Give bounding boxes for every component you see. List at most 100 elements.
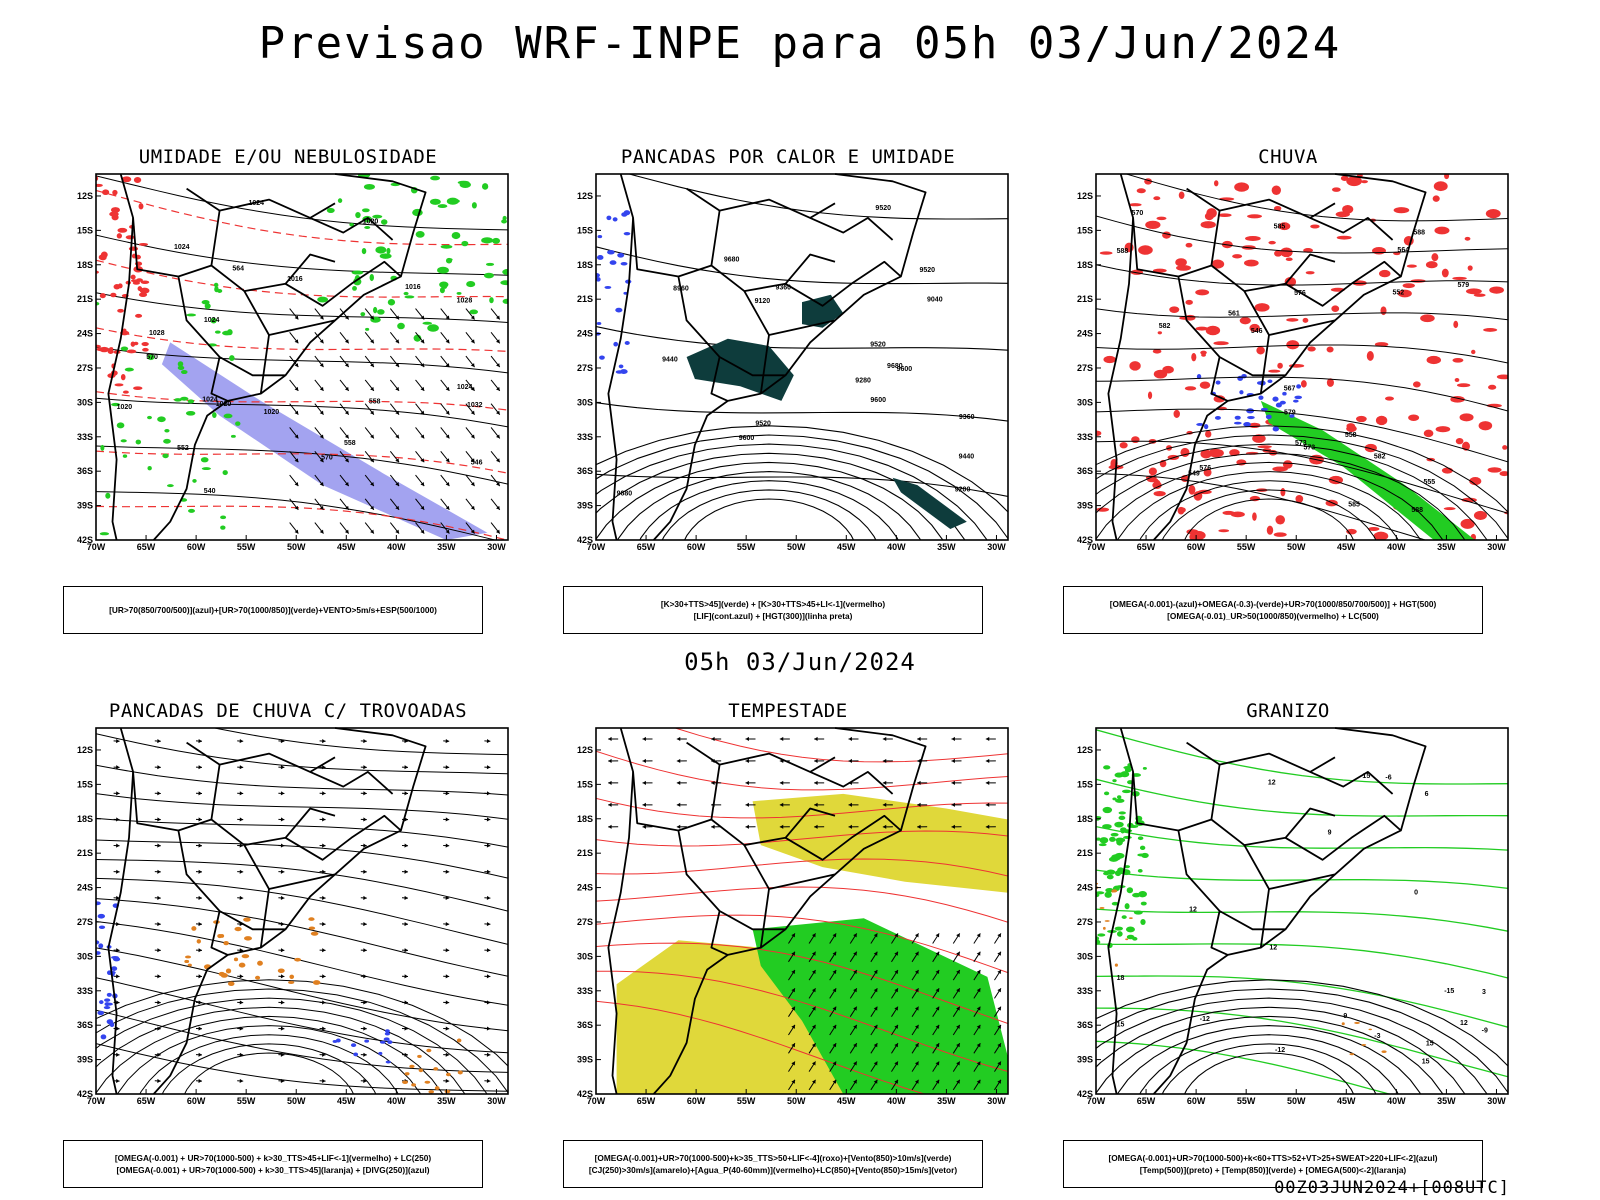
streamline-line bbox=[212, 728, 508, 756]
wind-vector-head bbox=[951, 824, 955, 829]
country-border bbox=[132, 217, 179, 278]
country-border bbox=[677, 264, 786, 377]
divergence-blue-patch bbox=[111, 966, 118, 971]
storm-orange-patch bbox=[404, 1072, 410, 1076]
map-border bbox=[595, 727, 1009, 1095]
west-coastline bbox=[107, 727, 134, 1095]
rain-area-patch bbox=[1162, 231, 1171, 239]
lat-tick-label: 21S bbox=[577, 848, 593, 858]
wind-vector-head bbox=[404, 791, 408, 796]
rain-area-patch bbox=[1175, 258, 1187, 267]
wind-vector-head bbox=[791, 951, 795, 956]
temp500-contour-line bbox=[1096, 988, 1508, 1094]
wind-vector-head bbox=[956, 1024, 960, 1029]
wind-vector-head bbox=[914, 933, 919, 938]
wind-vector-head bbox=[914, 970, 919, 974]
contour-label: 576 bbox=[1294, 290, 1306, 297]
wind-vector-head bbox=[322, 1078, 326, 1083]
green-humidity-west-patch bbox=[120, 439, 127, 443]
rain-area-patch bbox=[1426, 355, 1442, 365]
temp850-detail-patch bbox=[1114, 926, 1123, 931]
wind-vector-head bbox=[404, 1000, 408, 1005]
lc850-line-line bbox=[673, 728, 1008, 763]
wind-vector-head bbox=[319, 434, 324, 439]
rain-area-patch bbox=[1129, 361, 1141, 371]
lat-tick-label: 39S bbox=[77, 1055, 93, 1065]
streamline-arrows bbox=[113, 738, 491, 1083]
legend-line: [K>30+TTS>45](verde) + [K>30+TTS>45+LI<-… bbox=[660, 599, 886, 609]
height-contour-line bbox=[596, 326, 1008, 351]
country-borders bbox=[607, 727, 927, 1095]
wind-vector-head bbox=[157, 765, 161, 770]
divergence-blue-patch bbox=[384, 1029, 390, 1033]
lat-tick-label: 18S bbox=[577, 260, 593, 270]
wind-vector-head bbox=[420, 315, 425, 320]
storm-orange-patch bbox=[428, 1090, 435, 1094]
wind-vector-head bbox=[853, 970, 857, 974]
wind-vector-head bbox=[363, 974, 367, 979]
wind-vector-head bbox=[322, 869, 326, 874]
temp850-contour-line bbox=[1096, 1040, 1392, 1094]
contour-label: 9 bbox=[1343, 1013, 1347, 1020]
wind-vector-head bbox=[997, 1043, 1001, 1048]
streamline-trough-line bbox=[139, 1034, 399, 1094]
wind-vector-head bbox=[319, 505, 324, 510]
green-humidity-patch bbox=[337, 198, 343, 203]
country-borders bbox=[107, 173, 427, 541]
temp850-detail-patch bbox=[1137, 836, 1144, 841]
map-border bbox=[95, 727, 509, 1095]
rain-area-patch bbox=[1467, 265, 1473, 271]
west-coastline bbox=[107, 173, 134, 541]
contour-label: 552 bbox=[177, 445, 189, 452]
temp850-detail-patch bbox=[1121, 789, 1132, 794]
temp850-detail-patch bbox=[1120, 827, 1127, 832]
wind-vector-head bbox=[642, 824, 646, 829]
panel-chuva: CHUVA 588 588 588 585 582 579 576 573 570 567 564 5… bbox=[1058, 146, 1518, 636]
omega500-orange-patch bbox=[1361, 1043, 1367, 1046]
wind-vector-head bbox=[791, 933, 795, 938]
storm-orange bbox=[184, 917, 321, 987]
lon-tick-label: 30W bbox=[487, 542, 506, 552]
wind-vector-head bbox=[814, 824, 818, 829]
temp500-contour-line bbox=[1117, 1025, 1422, 1094]
wind-vector-head bbox=[779, 736, 784, 742]
wind-vector-head bbox=[894, 988, 898, 993]
legend-line: [OMEGA(-0.001) + UR>70(1000-500) + k>30_… bbox=[114, 1153, 432, 1163]
temp850-detail-patch bbox=[1124, 767, 1132, 773]
rain-area-patch bbox=[1200, 350, 1207, 355]
lat-tick-label: 36S bbox=[1077, 466, 1093, 476]
green-humidity-west-patch bbox=[186, 313, 197, 317]
lif-blue-patch bbox=[604, 285, 612, 289]
temp850-contour-line bbox=[1096, 975, 1508, 1028]
rain-area-patch bbox=[1434, 226, 1450, 235]
wind-vector-head bbox=[791, 1024, 795, 1029]
green-humidity-patch bbox=[386, 247, 391, 255]
contour-label: 9600 bbox=[870, 397, 886, 404]
rain-area-patch bbox=[1402, 283, 1415, 289]
rain-area-patch bbox=[1441, 467, 1454, 474]
wind-vector-head bbox=[496, 434, 500, 439]
lif-blue-patch bbox=[615, 307, 623, 313]
red-detail-patch bbox=[109, 211, 119, 217]
wind-vector-head bbox=[951, 802, 955, 807]
divergence-blue-patch bbox=[97, 913, 106, 919]
wind-vector-head bbox=[420, 363, 425, 368]
wind-vector-head bbox=[445, 1000, 450, 1005]
wind-vector-head bbox=[322, 895, 326, 900]
rain-area-patch bbox=[1254, 303, 1270, 312]
wind-vector-head bbox=[239, 765, 244, 770]
wind-vector-head bbox=[951, 780, 955, 785]
omega500-orange-patch bbox=[1111, 889, 1115, 893]
country-border bbox=[686, 187, 836, 219]
green-humidity-patch bbox=[361, 247, 367, 255]
temp850-detail-patch bbox=[1102, 824, 1112, 830]
green-humidity-west-patch bbox=[212, 412, 217, 418]
lat-tick-label: 21S bbox=[77, 848, 93, 858]
wind-vector-head bbox=[470, 529, 475, 534]
contour-label: 6 bbox=[1425, 791, 1429, 798]
wind-vector-head bbox=[985, 736, 990, 742]
panel-title: PANCADAS DE CHUVA C/ TROVOADAS bbox=[108, 700, 468, 722]
rain-area-patch bbox=[1455, 438, 1464, 445]
wind-vector-head bbox=[198, 974, 202, 979]
wind-vector-head bbox=[280, 1026, 285, 1031]
